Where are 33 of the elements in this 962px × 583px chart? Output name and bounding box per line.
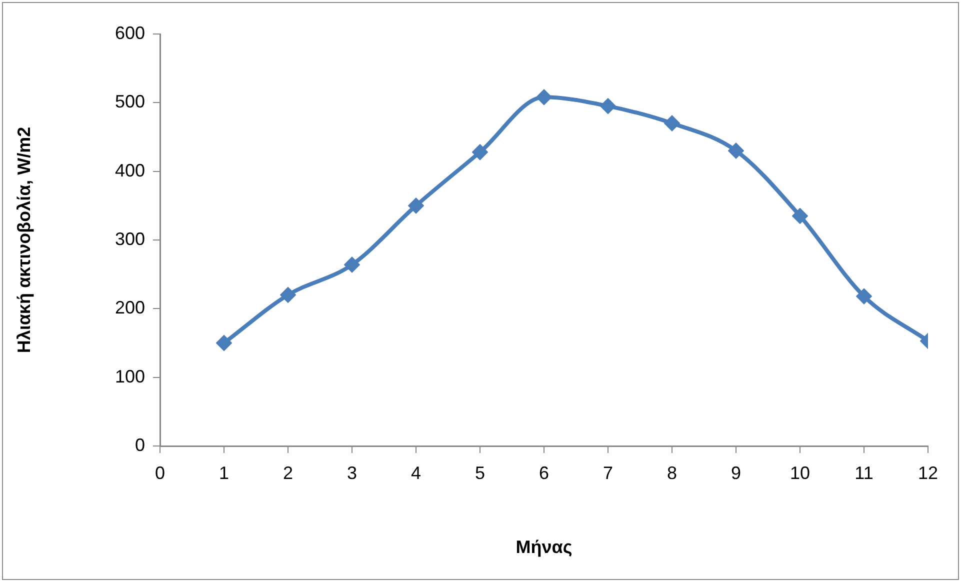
x-tick-label: 7 <box>602 462 614 483</box>
point <box>344 256 360 273</box>
y-axis-title: Ηλιακή ακτινοβολία, W/m2 <box>14 126 34 354</box>
x-tick-label: 8 <box>666 462 678 483</box>
x-tick-label: 0 <box>154 462 166 483</box>
y-tick-label: 600 <box>114 22 145 43</box>
point <box>600 98 616 114</box>
y-tick-label: 400 <box>114 160 145 180</box>
x-tick-label: 2 <box>282 462 294 483</box>
x-tick-label: 11 <box>854 462 874 483</box>
x-tick-label: 9 <box>730 462 742 483</box>
point <box>792 208 808 224</box>
x-axis-title: Μήνας <box>516 537 572 558</box>
x-tick-label: 1 <box>218 462 230 483</box>
x-tick-label: 6 <box>538 462 550 483</box>
x-tick-label: 5 <box>474 462 486 483</box>
point <box>728 142 744 159</box>
x-tick-label: 12 <box>918 462 938 483</box>
point <box>856 288 872 304</box>
point <box>216 335 232 351</box>
y-tick-label: 100 <box>114 366 145 386</box>
point <box>664 115 680 132</box>
y-tick-label: 500 <box>114 92 145 112</box>
x-tick-label: 3 <box>346 462 358 483</box>
point <box>472 144 488 160</box>
y-tick-label: 300 <box>114 228 145 249</box>
x-tick-label: 4 <box>410 462 422 483</box>
y-tick-label: 200 <box>114 298 145 318</box>
point <box>408 198 424 214</box>
y-tick-label: 0 <box>134 434 145 455</box>
x-tick-label: 10 <box>790 462 810 483</box>
point <box>536 89 552 106</box>
point <box>280 286 296 303</box>
